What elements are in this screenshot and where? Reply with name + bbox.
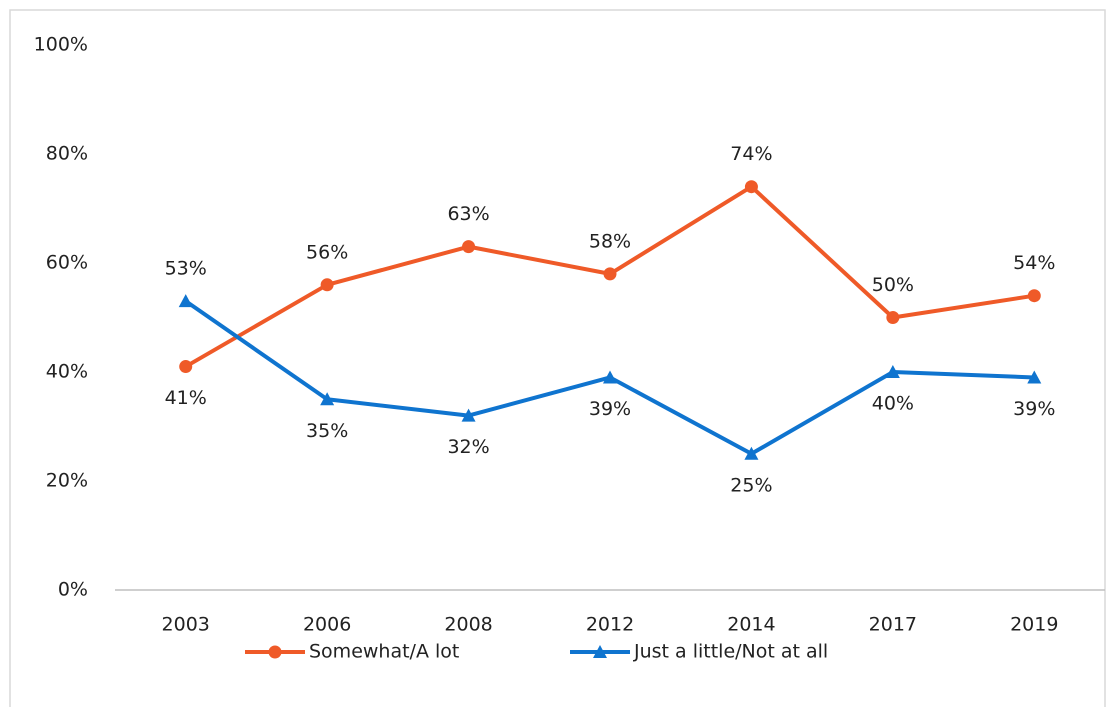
data-label: 74%	[730, 143, 772, 165]
y-tick-label: 80%	[46, 143, 88, 165]
point	[462, 240, 476, 254]
data-label: 53%	[165, 258, 207, 280]
data-label: 32%	[447, 436, 489, 458]
data-label: 50%	[872, 274, 914, 296]
data-label: 41%	[165, 387, 207, 409]
point	[1027, 289, 1041, 303]
point	[744, 180, 758, 194]
data-label: 39%	[1013, 398, 1055, 420]
legend-marker	[593, 645, 607, 658]
point	[744, 446, 759, 460]
y-tick-label: 0%	[58, 579, 88, 601]
point	[603, 267, 617, 281]
y-tick-label: 60%	[46, 252, 88, 274]
point	[178, 294, 193, 308]
point	[885, 365, 900, 378]
data-label: 56%	[306, 241, 348, 263]
x-tick-label: 2012	[586, 614, 634, 636]
data-label: 35%	[306, 420, 348, 442]
x-tick-label: 2006	[303, 614, 351, 636]
legend-label: Just a little/Not at all	[633, 641, 828, 663]
point	[179, 360, 193, 374]
point	[461, 408, 476, 422]
x-tick-label: 2008	[444, 614, 492, 636]
y-tick-label: 20%	[46, 470, 88, 492]
legend-label: Somewhat/A lot	[309, 641, 459, 663]
x-tick-label: 2003	[162, 614, 210, 636]
data-label: 58%	[589, 230, 631, 252]
point	[886, 311, 900, 324]
data-label: 54%	[1013, 252, 1055, 274]
y-tick-label: 40%	[46, 361, 88, 383]
data-label: 39%	[589, 398, 631, 420]
point	[320, 392, 335, 406]
x-tick-label: 2017	[869, 614, 917, 636]
x-tick-label: 2019	[1010, 614, 1058, 636]
y-tick-label: 100%	[34, 34, 88, 56]
chart-border	[9, 9, 1106, 707]
point	[320, 278, 334, 292]
data-label: 25%	[730, 474, 772, 496]
point	[603, 370, 617, 384]
x-tick-label: 2014	[727, 614, 775, 636]
data-label: 63%	[447, 203, 489, 225]
data-label: 40%	[872, 393, 914, 415]
legend-marker	[268, 645, 282, 659]
point	[1027, 370, 1042, 384]
